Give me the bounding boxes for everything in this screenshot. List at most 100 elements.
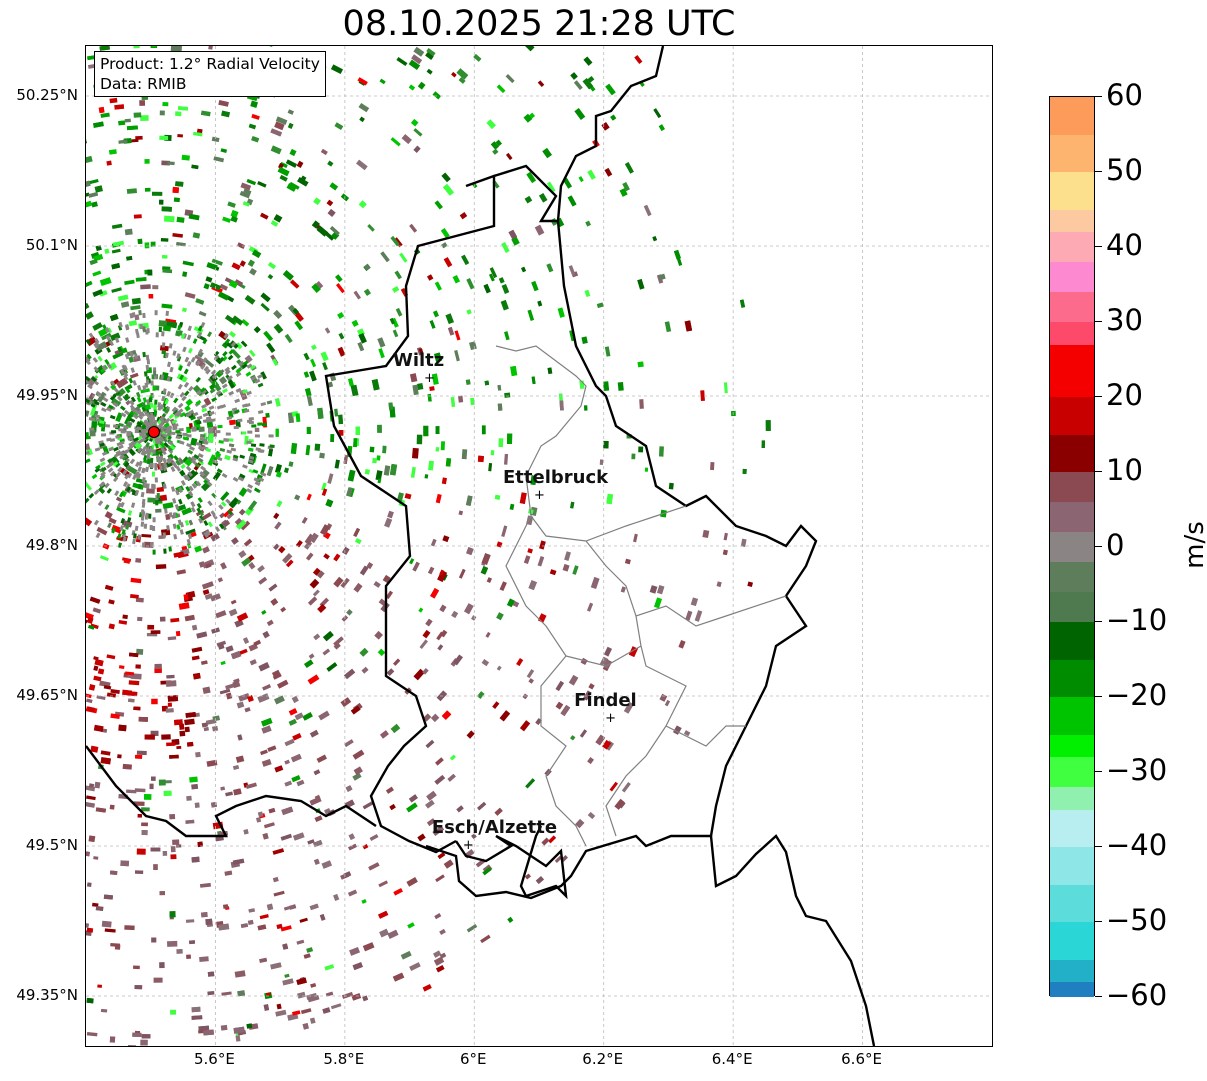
city-marker-icon: + <box>462 838 474 853</box>
y-tick-label: 49.35°N <box>16 986 78 1004</box>
border-luxembourg-germany <box>556 46 818 837</box>
colorbar-tick-mark <box>1095 321 1102 322</box>
canton-border-2 <box>505 515 587 847</box>
colorbar-segment <box>1050 344 1094 397</box>
colorbar-segment <box>1050 532 1094 562</box>
colorbar-segment <box>1050 847 1094 885</box>
colorbar-segment <box>1050 209 1094 232</box>
y-tick-label: 49.8°N <box>25 536 78 554</box>
colorbar-tick-mark <box>1095 246 1102 247</box>
borders-layer <box>86 46 876 1046</box>
canton-border-5 <box>565 645 642 667</box>
data-source-label: Data: RMIB <box>100 75 187 93</box>
border-belgium-luxembourg <box>324 174 496 854</box>
colorbar-segment <box>1050 292 1094 322</box>
radar-site-layer <box>147 426 160 438</box>
colorbar-segment <box>1050 959 1094 982</box>
city-label: Ettelbruck <box>503 467 609 488</box>
city-label: Wiltz <box>392 350 445 371</box>
colorbar-segment <box>1050 659 1094 697</box>
radar-echo-layer <box>86 46 771 1046</box>
border-germany-north <box>493 164 558 223</box>
colorbar-segment <box>1050 809 1094 847</box>
colorbar-tick-label: 40 <box>1106 228 1143 262</box>
city-marker-icon: + <box>605 711 617 726</box>
colorbar-tick-label: −40 <box>1106 828 1168 862</box>
colorbar-segment <box>1050 322 1094 345</box>
colorbar-segment <box>1050 502 1094 532</box>
radar-map[interactable] <box>86 46 992 1046</box>
city-label: Esch/Alzette <box>431 817 558 838</box>
x-tick-label: 5.8°E <box>323 1050 365 1068</box>
border-south-luxembourg <box>455 825 568 900</box>
y-tick-label: 49.65°N <box>16 686 78 704</box>
radar-site-marker <box>147 426 160 438</box>
canton-border-3 <box>585 540 787 627</box>
colorbar-tick-mark <box>1095 696 1102 697</box>
border-luxembourg-south-east <box>425 834 876 1046</box>
x-tick-label: 6.4°E <box>711 1050 753 1068</box>
colorbar-segment <box>1050 472 1094 502</box>
colorbar-segment <box>1050 622 1094 660</box>
canton-border-6 <box>605 725 667 837</box>
map-panel[interactable] <box>85 45 993 1047</box>
colorbar-tick-mark <box>1095 771 1102 772</box>
city-label: Findel <box>574 690 637 711</box>
canton-border-1 <box>495 345 687 542</box>
colorbar-segment <box>1050 884 1094 922</box>
product-info-box: Product: 1.2° Radial Velocity Data: RMIB <box>94 51 326 97</box>
y-tick-label: 49.5°N <box>25 836 78 854</box>
city-marker-icon: + <box>534 488 545 503</box>
colorbar-tick-label: −60 <box>1106 978 1168 1012</box>
colorbar-tick-label: 10 <box>1106 453 1143 487</box>
colorbar-segment <box>1050 232 1094 262</box>
page-title: 08.10.2025 21:28 UTC <box>342 4 736 44</box>
colorbar-segment <box>1050 97 1094 135</box>
colorbar-segment <box>1050 734 1094 757</box>
y-tick-label: 50.25°N <box>16 86 78 104</box>
colorbar-tick-mark <box>1095 396 1102 397</box>
city-marker-icon: + <box>423 371 435 386</box>
y-tick-label: 50.1°N <box>25 236 78 254</box>
colorbar-unit-label: m/s <box>1180 521 1207 569</box>
velocity-colorbar <box>1049 96 1095 997</box>
colorbar-segment <box>1050 562 1094 592</box>
colorbar-segment <box>1050 434 1094 472</box>
colorbar-tick-label: −10 <box>1106 603 1168 637</box>
colorbar-segment <box>1050 697 1094 735</box>
x-tick-label: 6.6°E <box>841 1050 882 1068</box>
product-label: Product: 1.2° Radial Velocity <box>100 55 320 73</box>
colorbar-segment <box>1050 757 1094 787</box>
colorbar-segment <box>1050 592 1094 622</box>
colorbar-segment <box>1050 172 1094 210</box>
colorbar-segment <box>1050 397 1094 435</box>
x-tick-label: 6°E <box>460 1050 487 1068</box>
colorbar-tick-label: 50 <box>1106 153 1143 187</box>
colorbar-tick-mark <box>1095 846 1102 847</box>
colorbar-tick-label: −50 <box>1106 903 1168 937</box>
x-tick-label: 5.6°E <box>194 1050 235 1068</box>
colorbar-tick-mark <box>1095 546 1102 547</box>
colorbar-tick-mark <box>1095 921 1102 922</box>
border-luxembourg-france <box>86 745 377 838</box>
grid-lines <box>86 46 992 1046</box>
colorbar-tick-label: −30 <box>1106 753 1168 787</box>
x-tick-label: 6.2°E <box>582 1050 624 1068</box>
colorbar-segment <box>1050 262 1094 292</box>
colorbar-tick-label: 0 <box>1106 528 1125 562</box>
colorbar-tick-mark <box>1095 171 1102 172</box>
colorbar-tick-mark <box>1095 471 1102 472</box>
colorbar-tick-mark <box>1095 996 1102 997</box>
colorbar-tick-label: 20 <box>1106 378 1143 412</box>
colorbar-segment <box>1050 787 1094 810</box>
canton-border-4 <box>635 615 746 747</box>
colorbar-segment <box>1050 134 1094 172</box>
colorbar-tick-label: −20 <box>1106 678 1168 712</box>
colorbar-tick-label: 60 <box>1106 78 1143 112</box>
colorbar-tick-mark <box>1095 621 1102 622</box>
colorbar-segment <box>1050 982 1094 997</box>
colorbar-tick-label: 30 <box>1106 303 1143 337</box>
y-tick-label: 49.95°N <box>16 386 78 404</box>
colorbar-tick-mark <box>1095 96 1102 97</box>
colorbar-segment <box>1050 922 1094 960</box>
